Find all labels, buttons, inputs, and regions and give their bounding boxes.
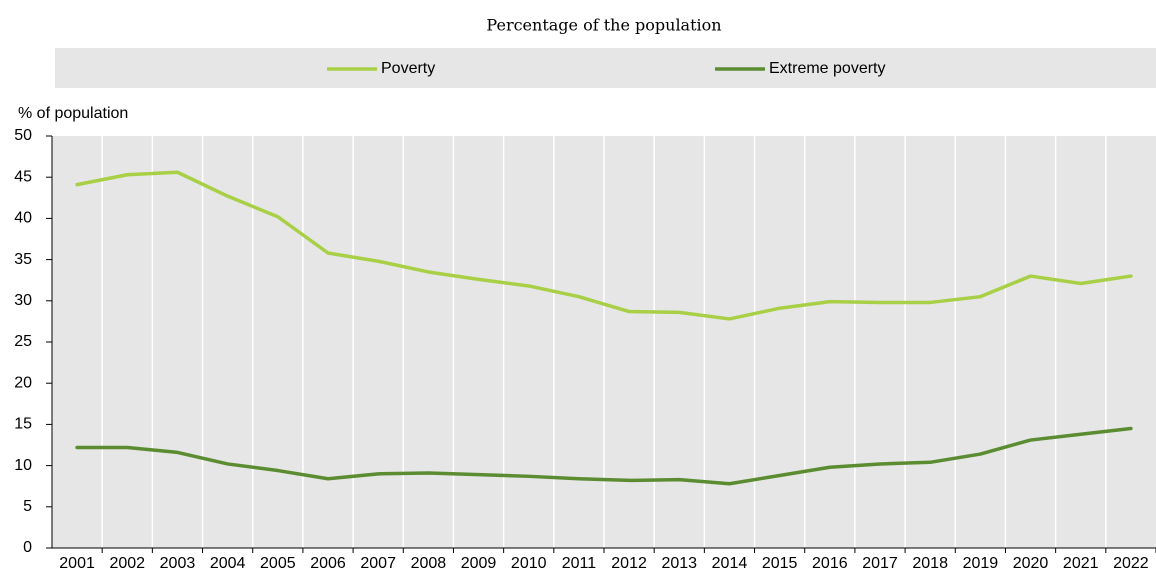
y-tick-label: 40: [14, 210, 32, 227]
y-tick-label: 10: [14, 457, 32, 474]
y-tick-label: 35: [14, 251, 32, 268]
x-tick-label: 2019: [963, 555, 999, 572]
line-series: [75, 426, 1133, 486]
x-tick-label: 2013: [661, 555, 697, 572]
legend-label: Extreme poverty: [769, 60, 885, 77]
x-tick-label: 2011: [562, 555, 597, 572]
legend-label: Poverty: [381, 60, 435, 77]
y-axis-label: % of population: [18, 105, 128, 122]
x-tick-label: 2008: [411, 555, 447, 572]
x-tick-label: 2018: [912, 555, 948, 572]
line-series: [75, 170, 1133, 321]
legend-background: [55, 48, 1156, 88]
x-tick-label: 2004: [210, 555, 246, 572]
y-tick-label: 50: [14, 127, 32, 144]
x-tick-label: 2001: [59, 555, 95, 572]
x-tick-label: 2002: [109, 555, 145, 572]
y-tick-label: 25: [14, 333, 32, 350]
x-tick-label: 2012: [611, 555, 647, 572]
x-tick-label: 2016: [812, 555, 848, 572]
x-tick-label: 2015: [762, 555, 798, 572]
x-tick-label: 2007: [360, 555, 396, 572]
y-tick-label: 45: [14, 168, 32, 185]
x-tick-label: 2020: [1013, 555, 1049, 572]
x-tick-label: 2014: [712, 555, 748, 572]
y-tick-label: 30: [14, 292, 32, 309]
y-tick-label: 15: [14, 416, 32, 433]
x-tick-label: 2009: [461, 555, 497, 572]
chart-title: Percentage of the population: [486, 16, 721, 35]
x-tick-label: 2005: [260, 555, 296, 572]
x-tick-label: 2010: [511, 555, 547, 572]
y-tick-label: 0: [23, 539, 32, 556]
y-tick-label: 5: [23, 498, 32, 515]
x-tick-label: 2022: [1113, 555, 1149, 572]
x-tick-label: 2021: [1063, 555, 1099, 572]
x-tick-label: 2017: [862, 555, 898, 572]
x-tick-label: 2006: [310, 555, 346, 572]
y-tick-label: 20: [14, 374, 32, 391]
x-tick-label: 2003: [160, 555, 196, 572]
